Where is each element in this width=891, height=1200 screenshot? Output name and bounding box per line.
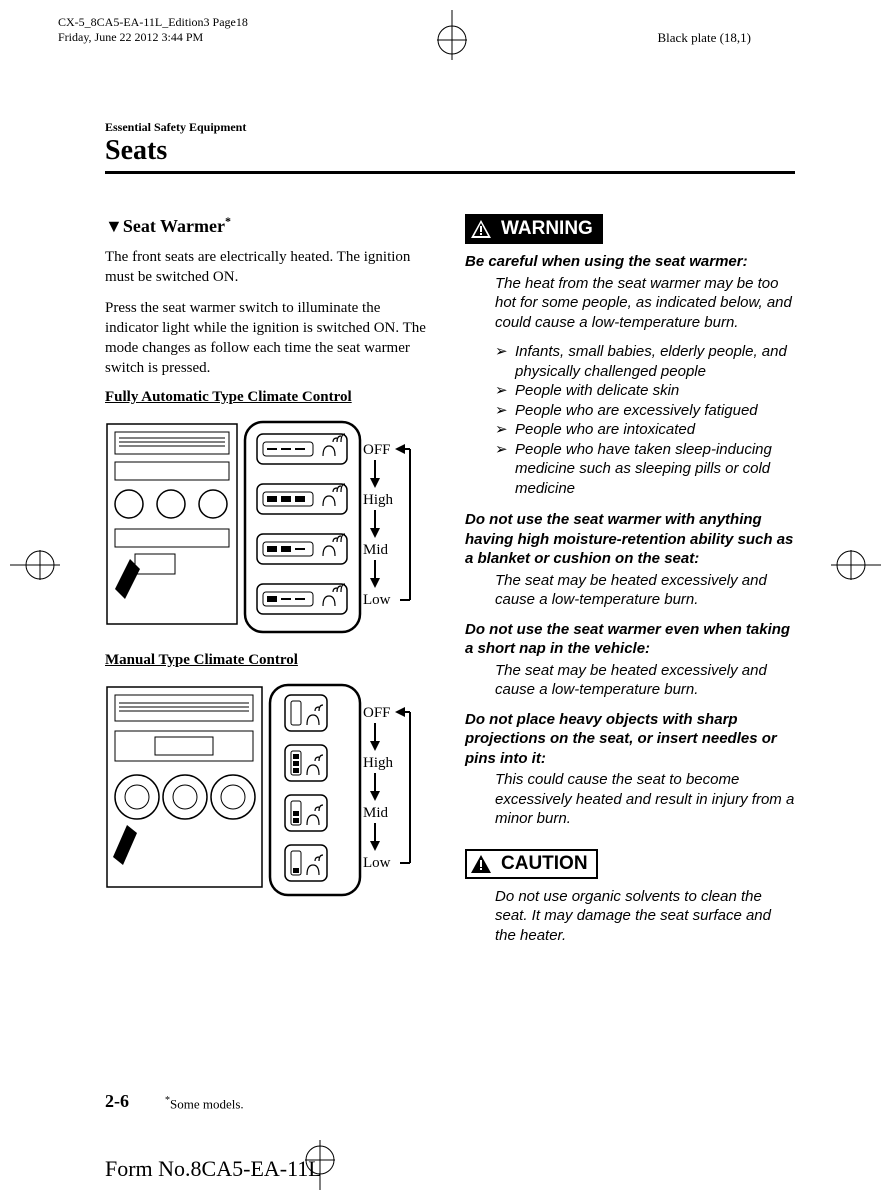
subsection-sup: * xyxy=(225,214,231,228)
caution-triangle-icon xyxy=(469,853,493,875)
state-off-2: OFF xyxy=(363,705,391,721)
warn3-heading: Do not use the seat warmer even when tak… xyxy=(465,620,795,659)
warn3-body: The seat may be heated excessively and c… xyxy=(495,661,795,700)
state-high: High xyxy=(363,492,394,508)
caution-box: CAUTION xyxy=(465,849,598,879)
state-low-2: Low xyxy=(363,855,391,871)
subsection-marker: ▼ xyxy=(105,216,123,236)
warn1-item: People with delicate skin xyxy=(495,381,795,401)
state-off: OFF xyxy=(363,442,391,458)
right-column: WARNING Be careful when using the seat w… xyxy=(465,214,795,955)
page-number: 2-6 xyxy=(105,1091,129,1112)
state-low: Low xyxy=(363,592,391,608)
warning-box: WARNING xyxy=(465,214,603,244)
subsection-text: Seat Warmer xyxy=(123,216,225,236)
print-header-line2: Friday, June 22 2012 3:44 PM xyxy=(58,30,248,45)
warning-triangle-icon xyxy=(469,218,493,240)
warn1-item: People who have taken sleep-inducing med… xyxy=(495,440,795,499)
diagram2-title: Manual Type Climate Control xyxy=(105,652,435,669)
print-header: CX-5_8CA5-EA-11L_Edition3 Page18 Friday,… xyxy=(58,15,248,45)
state-mid: Mid xyxy=(363,542,389,558)
section-title: Seats xyxy=(105,135,795,174)
form-number: Form No.8CA5-EA-11L xyxy=(105,1156,322,1182)
warn1-heading: Be careful when using the seat warmer: xyxy=(465,252,795,272)
warn1-item: People who are intoxicated xyxy=(495,420,795,440)
body-p2: Press the seat warmer switch to illumina… xyxy=(105,298,435,379)
warn1-list: Infants, small babies, elderly people, a… xyxy=(495,342,795,498)
warn4-body: This could cause the seat to become exce… xyxy=(495,770,795,829)
chapter-label: Essential Safety Equipment xyxy=(105,120,795,135)
diagram-auto-climate: OFF High Mid Low xyxy=(105,414,415,639)
warn1-item: People who are excessively fatigued xyxy=(495,401,795,421)
diagram1-title: Fully Automatic Type Climate Control xyxy=(105,389,435,406)
body-p1: The front seats are electrically heated.… xyxy=(105,247,435,288)
warn1-item: Infants, small babies, elderly people, a… xyxy=(495,342,795,381)
footnote-text: Some models. xyxy=(170,1096,244,1111)
subsection-title: ▼Seat Warmer* xyxy=(105,214,435,237)
plate-info: Black plate (18,1) xyxy=(658,30,752,46)
caution-body: Do not use organic solvents to clean the… xyxy=(495,887,795,946)
state-high-2: High xyxy=(363,755,394,771)
diagram-manual-climate: OFF High Mid Low xyxy=(105,677,415,902)
print-header-line1: CX-5_8CA5-EA-11L_Edition3 Page18 xyxy=(58,15,248,30)
crop-mark-left xyxy=(0,550,60,580)
warning-label: WARNING xyxy=(501,218,593,239)
caution-label: CAUTION xyxy=(501,853,588,874)
state-mid-2: Mid xyxy=(363,805,389,821)
left-column: ▼Seat Warmer* The front seats are electr… xyxy=(105,214,435,955)
footnote: *Some models. xyxy=(165,1095,244,1112)
warn2-heading: Do not use the seat warmer with anything… xyxy=(465,510,795,569)
crop-mark-right xyxy=(831,550,891,580)
warn1-body: The heat from the seat warmer may be too… xyxy=(495,274,795,333)
crop-mark-top xyxy=(437,0,467,60)
warn2-body: The seat may be heated excessively and c… xyxy=(495,571,795,610)
warn4-heading: Do not place heavy objects with sharp pr… xyxy=(465,710,795,769)
